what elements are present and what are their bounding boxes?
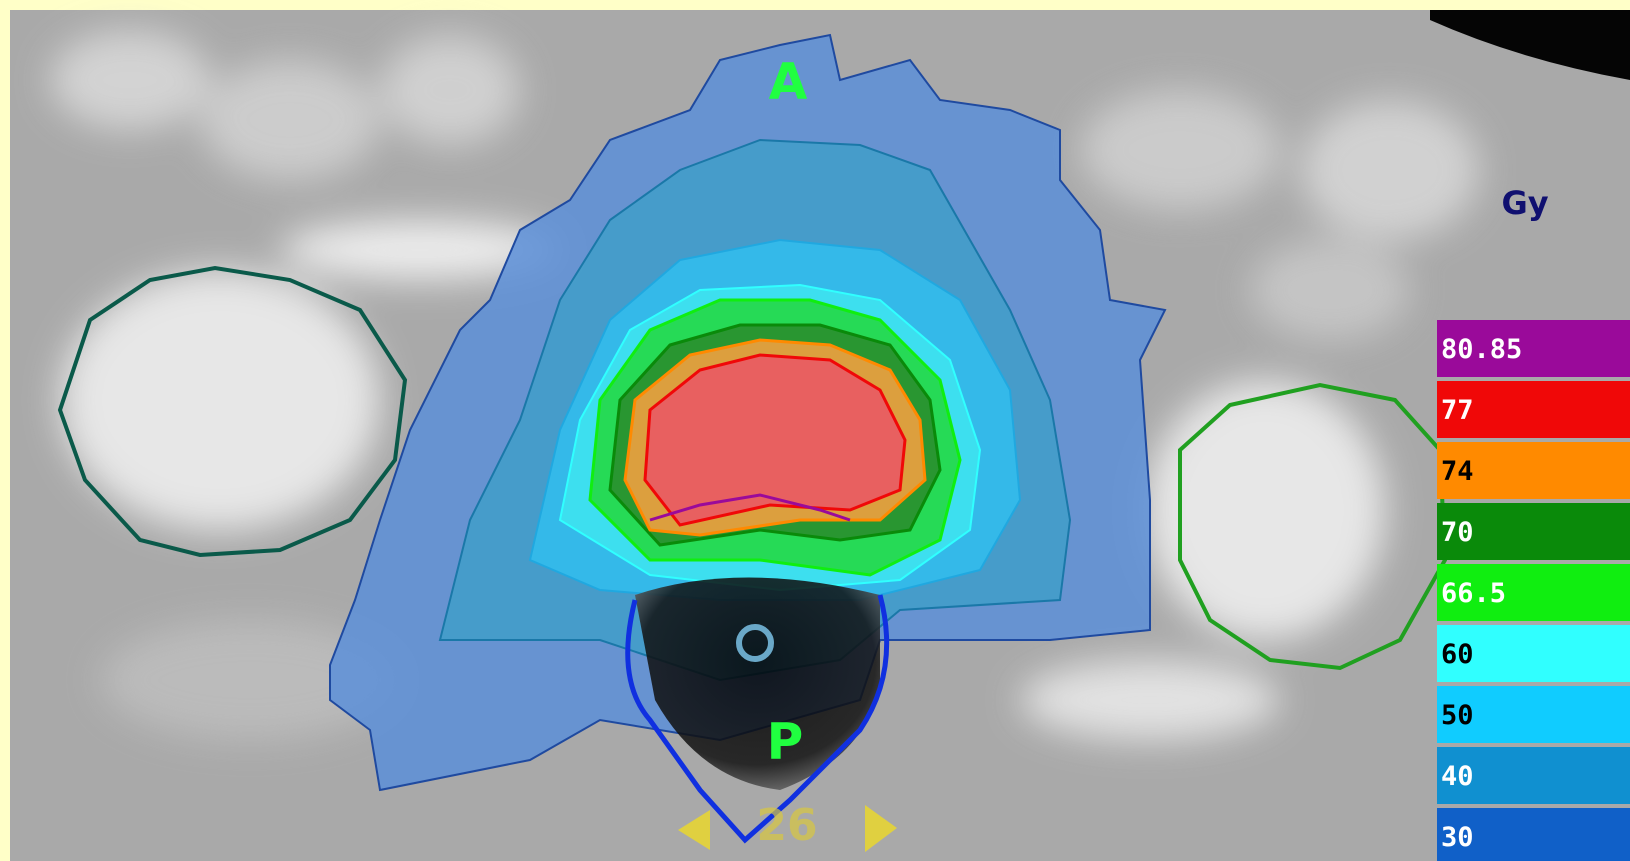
femoral-head-right [57,265,408,558]
isodose-80 [649,493,851,522]
legend-label: 66.5 [1441,578,1506,609]
next-slice-button[interactable] [865,805,897,852]
legend-swatch [1437,442,1630,499]
legend-unit: Gy [1501,184,1548,222]
posterior-label: P [767,713,804,771]
legend-swatch [1437,564,1630,621]
legend-label: 30 [1441,822,1474,853]
slice-number: 26 [756,800,817,851]
legend-label: 70 [1441,517,1474,548]
isodose-77 [643,353,907,527]
prev-slice-button[interactable] [678,810,710,850]
legend-swatch [1437,503,1630,560]
legend-label: 80.85 [1441,334,1522,365]
isodose [329,33,1167,792]
rectum [625,577,890,844]
legend-swatch [1437,686,1630,743]
legend-swatch [1437,808,1630,861]
legend-label: 40 [1441,761,1474,792]
legend-swatch [1437,320,1630,377]
legend: 80.85 77 74 70 66.5 60 50 40 30 [1437,320,1630,861]
anterior-label: A [769,53,808,111]
legend-swatch [1437,381,1630,438]
legend-label: 50 [1441,700,1474,731]
legend-label: 74 [1441,456,1474,487]
legend-label: 60 [1441,639,1474,670]
legend-swatch [1437,747,1630,804]
femoral-head-left [1178,382,1448,671]
legend-swatch [1437,625,1630,682]
legend-label: 77 [1441,395,1474,426]
